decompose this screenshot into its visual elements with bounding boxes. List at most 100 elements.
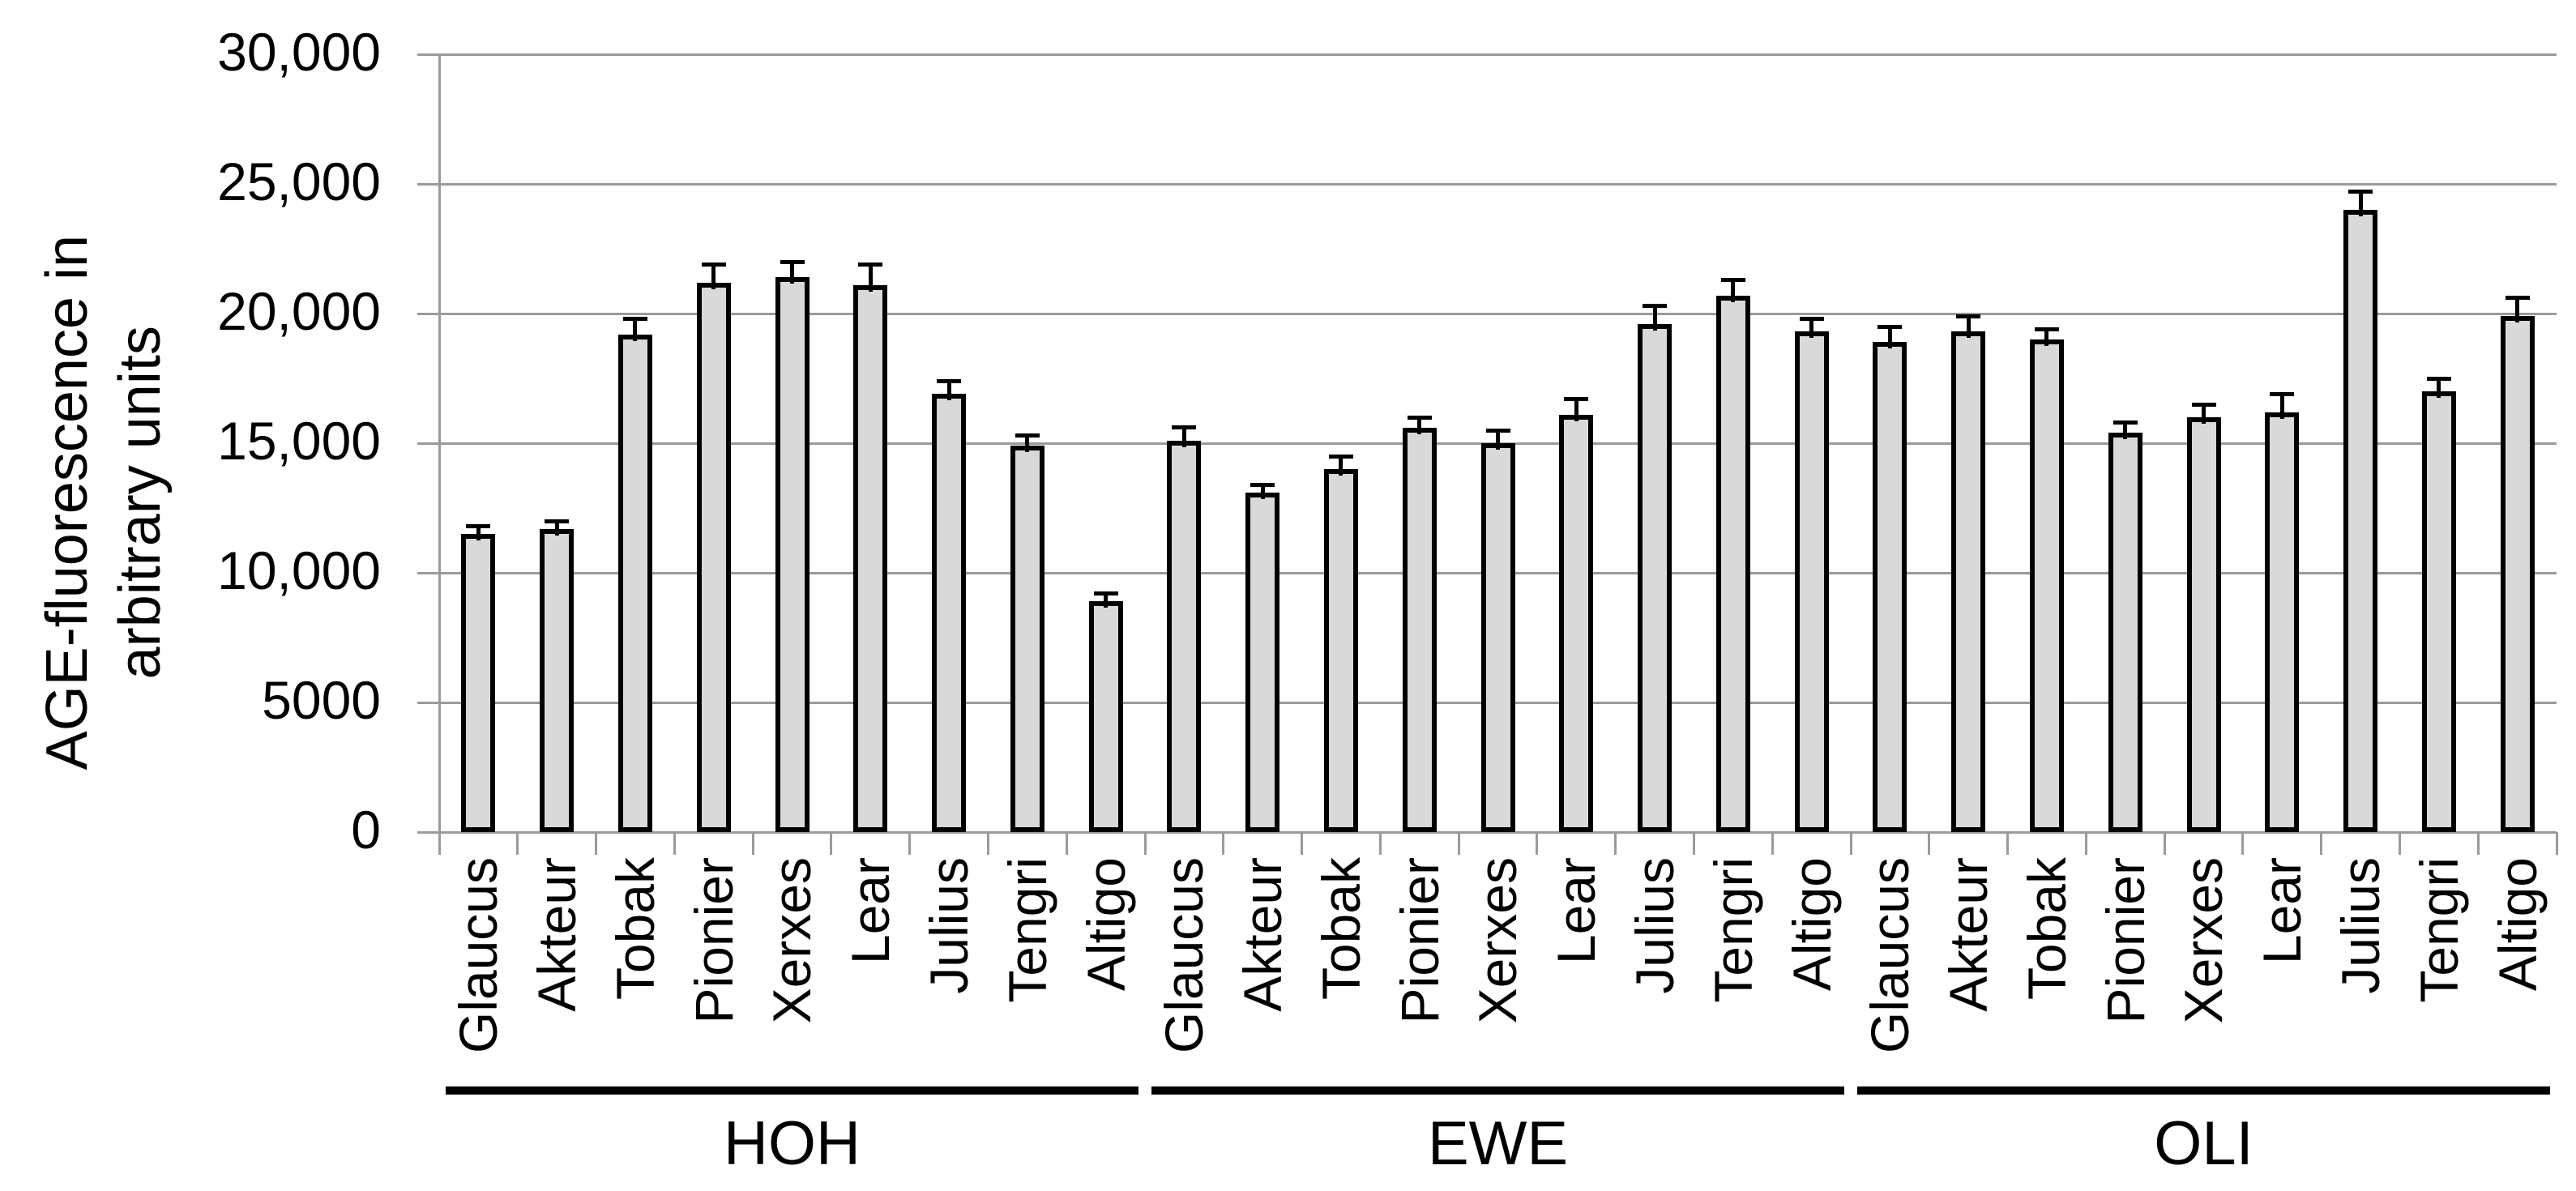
error-bar-cap <box>1328 454 1353 459</box>
category-label-text: Glaucus <box>448 857 509 1054</box>
category-label-text: Tobak <box>2016 857 2077 1001</box>
group-rule <box>1151 1086 1844 1095</box>
error-bar-line <box>1652 305 1657 331</box>
y-axis-tick <box>417 182 439 186</box>
category-label: Lear <box>831 857 910 1082</box>
bar <box>2343 210 2378 832</box>
group-label: EWE <box>1427 1109 1569 1178</box>
error-bar-line <box>1339 456 1344 476</box>
category-label: Pionier <box>1380 857 1459 1082</box>
x-axis-tick <box>986 832 989 855</box>
error-bar-cap <box>1878 324 1903 329</box>
bar <box>461 534 496 832</box>
bar <box>932 394 967 832</box>
bar <box>775 277 810 832</box>
error-bar-line <box>2358 191 2363 216</box>
error-bar-cap <box>2348 190 2373 194</box>
error-bar-cap <box>1564 397 1589 402</box>
y-axis-tick <box>417 53 439 56</box>
error-bar-cap <box>1799 316 1824 321</box>
x-axis-tick <box>751 832 754 855</box>
category-label: Pionier <box>2086 857 2164 1082</box>
bar <box>1245 492 1280 832</box>
category-label: Tengri <box>1694 857 1772 1082</box>
category-label-text: Pionier <box>2095 857 2155 1024</box>
category-label-text: Xerxes <box>1467 857 1528 1024</box>
bar <box>540 528 575 832</box>
category-label: Altigo <box>2478 857 2557 1082</box>
error-bar-line <box>554 521 559 536</box>
category-label-text: Lear <box>1546 857 1607 965</box>
category-label: Tobak <box>2008 857 2087 1082</box>
category-label: Akteur <box>518 857 596 1082</box>
error-bar-line <box>1731 280 1736 302</box>
x-axis-tick <box>1771 832 1774 855</box>
error-bar-cap <box>2270 391 2295 396</box>
error-bar-cap <box>1172 425 1197 430</box>
y-tick-label: 10,000 <box>217 540 381 600</box>
category-label-text: Xerxes <box>762 857 822 1024</box>
error-bar-line <box>711 264 716 289</box>
y-axis-title-line1: AGE-fluorescence in <box>35 234 100 771</box>
error-bar-line <box>868 264 873 292</box>
category-label-text: Akteur <box>1938 857 1999 1012</box>
x-axis-tick <box>908 832 912 855</box>
error-bar-cap <box>545 519 570 523</box>
y-tick-label: 20,000 <box>217 280 381 341</box>
group-rule <box>446 1086 1138 1095</box>
bar <box>696 282 731 832</box>
x-axis-tick <box>673 832 676 855</box>
bar <box>1638 323 1672 832</box>
error-bar-line <box>2279 394 2284 419</box>
y-tick-label: 15,000 <box>217 410 381 471</box>
error-bar-line <box>2044 329 2049 346</box>
y-axis-tick <box>417 701 439 704</box>
error-bar-cap <box>2505 296 2530 301</box>
category-label-text: Lear <box>840 857 901 965</box>
error-bar-cap <box>622 316 647 321</box>
category-label-text: Altigo <box>1781 857 1842 992</box>
bar <box>2265 412 2300 832</box>
x-axis-tick <box>830 832 833 855</box>
category-label: Tengri <box>2399 857 2478 1082</box>
category-label-text: Glaucus <box>1860 857 1920 1054</box>
bar <box>853 284 888 832</box>
bar <box>2029 339 2064 832</box>
x-axis-tick <box>2555 832 2558 855</box>
x-axis-tick <box>1065 832 1068 855</box>
error-bar-line <box>790 262 794 284</box>
bar <box>617 334 652 832</box>
category-label-text: Tengri <box>2408 857 2469 1003</box>
category-label: Pionier <box>674 857 753 1082</box>
x-axis-tick <box>2241 832 2245 855</box>
category-label-text: Akteur <box>1232 857 1293 1012</box>
bar <box>1559 414 1594 832</box>
error-bar-line <box>1025 435 1030 453</box>
group-label: OLI <box>2154 1109 2253 1178</box>
x-axis-tick <box>2084 832 2087 855</box>
bar <box>1480 443 1515 832</box>
category-label-text: Tengri <box>1702 857 1763 1003</box>
gridline <box>439 312 2557 315</box>
category-label-text: Pionier <box>1389 857 1450 1024</box>
error-bar-line <box>2123 422 2128 440</box>
category-label: Julius <box>1616 857 1694 1082</box>
category-label: Altigo <box>1772 857 1851 1082</box>
category-label: Tengri <box>988 857 1066 1082</box>
bar <box>2186 417 2221 832</box>
error-bar-line <box>946 381 951 401</box>
error-bar-line <box>1260 485 1265 499</box>
error-bar-cap <box>858 262 883 267</box>
error-bar-line <box>1181 427 1186 447</box>
y-axis-tick <box>417 312 439 315</box>
category-label-text: Glaucus <box>1154 857 1215 1054</box>
error-bar-cap <box>2034 327 2059 331</box>
y-axis-title: AGE-fluorescence in arbitrary units <box>15 97 193 907</box>
error-bar-line <box>1887 327 1892 349</box>
error-bar-line <box>2437 378 2441 398</box>
error-bar-line <box>2202 404 2206 424</box>
error-bar-line <box>1574 399 1578 421</box>
error-bar-cap <box>1015 433 1040 438</box>
category-label: Xerxes <box>2164 857 2243 1082</box>
error-bar-line <box>1496 430 1500 450</box>
